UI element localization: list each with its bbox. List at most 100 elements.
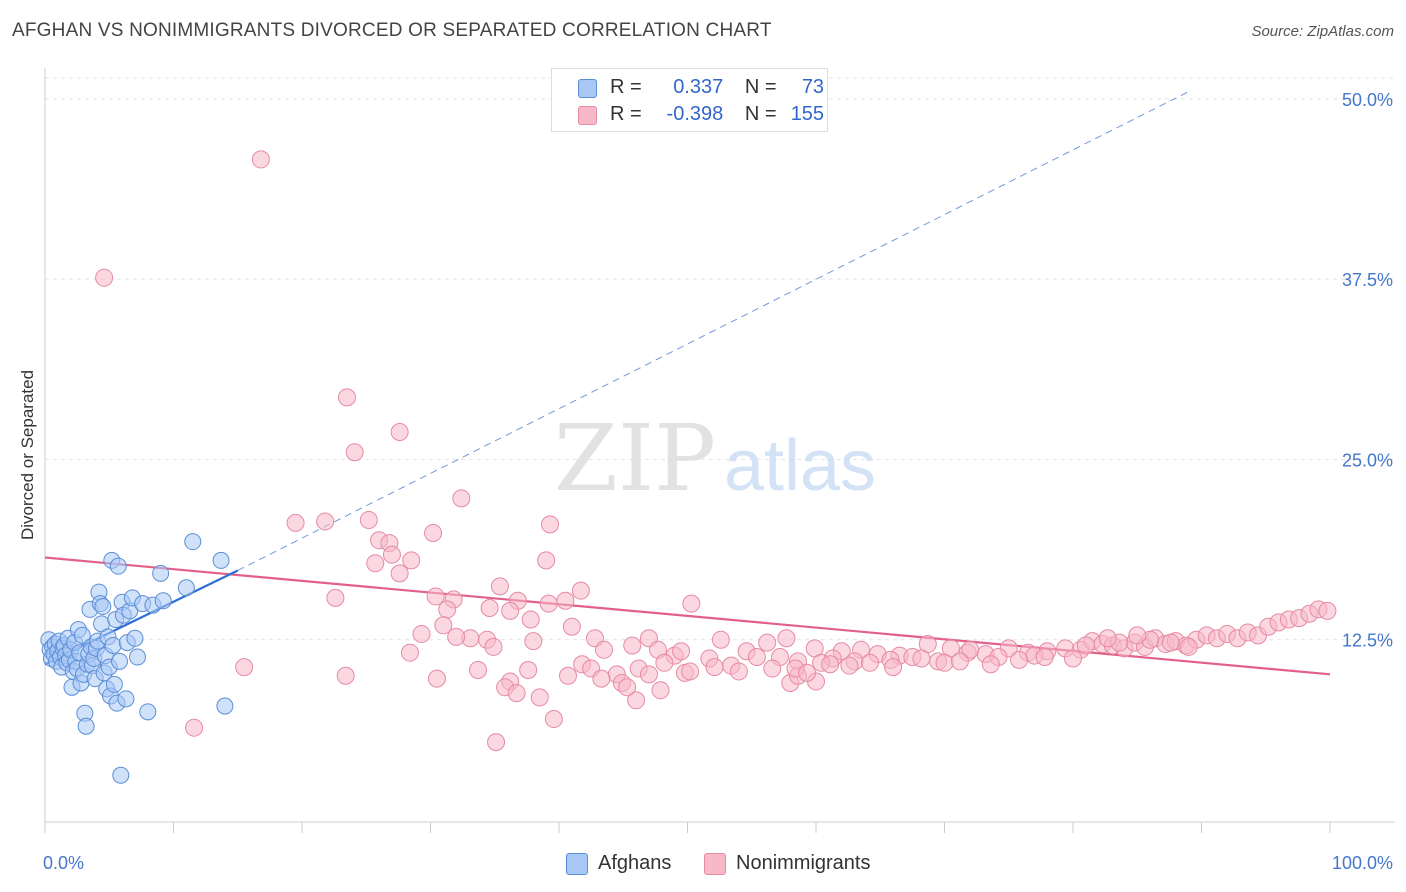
nonimmigrants-point	[556, 591, 575, 610]
x-tick-label: 100.0%	[1332, 853, 1393, 873]
legend-n-label: N =	[744, 103, 777, 125]
nonimmigrants-point	[326, 588, 345, 607]
afghans-point	[104, 636, 122, 654]
afghans-point	[126, 629, 144, 647]
legend-r-value: 0.337	[673, 76, 724, 98]
chart-title: AFGHAN VS NONIMMIGRANTS DIVORCED OR SEPA…	[12, 20, 772, 41]
nonimmigrants-point	[1010, 650, 1029, 669]
afghans-point	[94, 598, 112, 616]
nonimmigrants-point	[912, 649, 931, 668]
nonimmigrants-point	[961, 640, 980, 659]
nonimmigrants-point	[1179, 637, 1198, 656]
nonimmigrants-points	[95, 150, 1337, 752]
nonimmigrants-trend-line	[44, 556, 1331, 676]
y-tick-label: 25.0%	[1342, 450, 1393, 470]
bottom-legend-swatch-afghans	[566, 853, 588, 875]
nonimmigrants-point	[382, 545, 401, 564]
afghans-point	[212, 551, 230, 569]
nonimmigrants-point	[627, 691, 646, 710]
nonimmigrants-point	[501, 601, 520, 620]
nonimmigrants-point	[682, 594, 701, 613]
nonimmigrants-point	[487, 733, 506, 752]
nonimmigrants-point	[821, 655, 840, 674]
nonimmigrants-point	[402, 551, 421, 570]
afghans-point	[154, 592, 172, 610]
afghans-point	[129, 648, 147, 666]
nonimmigrants-point	[1098, 629, 1117, 648]
nonimmigrants-point	[359, 511, 378, 529]
nonimmigrants-point	[672, 642, 691, 661]
nonimmigrants-point	[480, 598, 499, 617]
nonimmigrants-point	[729, 662, 748, 681]
afghans-point	[105, 675, 123, 693]
afghans-point	[139, 703, 157, 721]
nonimmigrants-point	[758, 633, 777, 652]
nonimmigrants-point	[618, 678, 637, 697]
nonimmigrants-point	[935, 653, 954, 672]
nonimmigrants-point	[1035, 648, 1054, 667]
nonimmigrants-point	[345, 443, 364, 462]
nonimmigrants-point	[336, 666, 355, 685]
nonimmigrants-point	[519, 661, 538, 679]
afghans-point	[216, 697, 234, 715]
nonimmigrants-point	[400, 643, 419, 662]
nonimmigrants-point	[337, 388, 356, 407]
nonimmigrants-point	[469, 661, 488, 679]
nonimmigrants-point	[366, 554, 385, 573]
axes	[44, 68, 1395, 833]
afghans-point	[112, 766, 130, 784]
nonimmigrants-point	[390, 564, 409, 583]
nonimmigrants-point	[562, 617, 581, 636]
nonimmigrants-point	[884, 658, 903, 677]
nonimmigrants-point	[655, 653, 674, 672]
y-tick-label: 37.5%	[1342, 270, 1393, 290]
trend-lines	[44, 91, 1331, 676]
nonimmigrants-point	[286, 513, 305, 532]
afghans-point	[109, 557, 127, 575]
bottom-legend-label-nonimmigrants: Nonimmigrants	[736, 852, 871, 874]
bottom-legend-swatch-nonimmigrants	[704, 853, 726, 875]
nonimmigrants-point	[447, 627, 466, 646]
nonimmigrants-point	[763, 659, 782, 678]
nonimmigrants-point	[860, 653, 879, 672]
nonimmigrants-point	[251, 150, 270, 169]
afghans-point	[111, 652, 129, 670]
nonimmigrants-point	[484, 637, 503, 656]
bottom-legend-label-afghans: Afghans	[598, 852, 672, 874]
nonimmigrants-point	[185, 718, 204, 737]
afghans-point	[177, 579, 195, 597]
nonimmigrants-point	[1161, 633, 1180, 652]
nonimmigrants-point	[711, 630, 730, 649]
nonimmigrants-point	[747, 648, 766, 667]
nonimmigrants-point	[840, 656, 859, 675]
nonimmigrants-point	[544, 710, 563, 729]
nonimmigrants-point	[438, 600, 457, 619]
y-axis-label: Divorced or Separated	[18, 370, 37, 540]
nonimmigrants-point	[452, 489, 471, 508]
nonimmigrants-point	[95, 268, 114, 287]
nonimmigrants-point	[681, 662, 700, 681]
nonimmigrants-point	[539, 594, 558, 613]
nonimmigrants-point	[777, 629, 796, 648]
legend-r-value: -0.398	[666, 103, 724, 125]
nonimmigrants-point	[427, 669, 446, 688]
nonimmigrants-point	[316, 512, 335, 531]
afghans-point	[152, 564, 170, 582]
afghans-point	[117, 690, 135, 708]
nonimmigrants-point	[235, 658, 254, 677]
tick-labels: 12.5% 25.0% 37.5% 50.0% 0.0% 100.0%	[43, 90, 1393, 873]
nonimmigrants-point	[521, 610, 540, 629]
source-label: Source: ZipAtlas.com	[1251, 23, 1394, 40]
nonimmigrants-point	[950, 652, 969, 671]
legend-swatch-afghans	[578, 79, 597, 98]
nonimmigrants-point	[705, 658, 724, 677]
watermark-zip: ZIP	[554, 405, 716, 512]
nonimmigrants-point	[434, 616, 453, 635]
nonimmigrants-point	[530, 688, 549, 707]
nonimmigrants-point	[1128, 626, 1147, 645]
nonimmigrants-point	[490, 577, 509, 596]
nonimmigrants-point	[1064, 649, 1082, 668]
nonimmigrants-point	[390, 423, 409, 442]
nonimmigrants-point	[424, 523, 443, 542]
x-tick-label: 0.0%	[43, 853, 84, 873]
